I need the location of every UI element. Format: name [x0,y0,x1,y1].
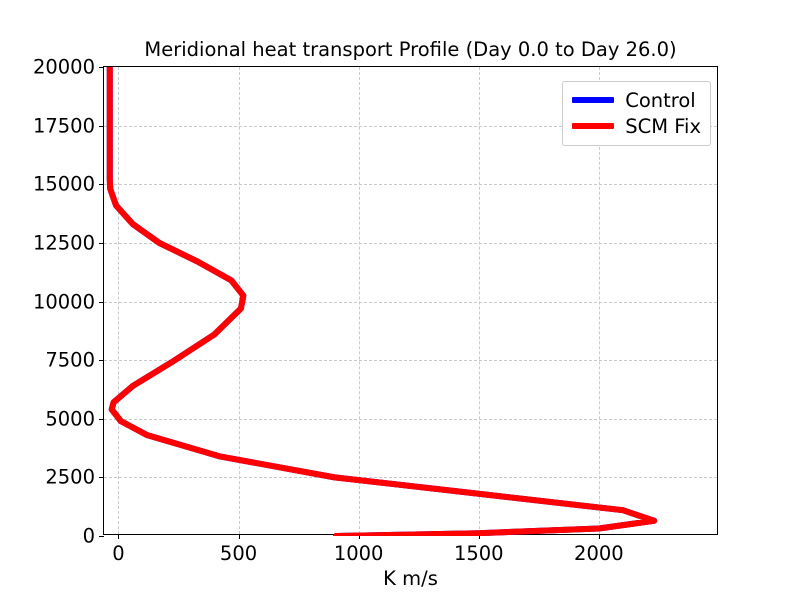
y-tick-label: 7500 [45,348,95,372]
y-tick-label: 10000 [32,290,95,313]
legend[interactable]: Control SCM Fix [562,81,711,146]
x-tick [478,534,480,539]
y-tick-label: 20000 [32,55,95,79]
gridline-vertical [358,67,360,534]
y-tick-label: 12500 [32,231,95,255]
y-tick [99,125,104,127]
y-tick [99,418,104,420]
x-tick [238,534,240,539]
gridline-horizontal [104,125,717,127]
y-tick [99,477,104,479]
x-tick-label: 500 [219,542,258,565]
x-tick [358,534,360,539]
page-title: Meridional heat transport Profile (Day 0… [144,38,677,61]
gridline-horizontal [104,242,717,244]
x-tick-label: 0 [112,542,125,565]
gridline-horizontal [104,477,717,479]
y-tick-label: 2500 [45,465,95,489]
y-tick-label: 5000 [45,407,95,431]
gridline-vertical [478,67,480,534]
gridline-vertical [598,67,600,534]
legend-swatch-control [572,97,615,103]
legend-label-control: Control [625,88,696,112]
x-tick-label: 1500 [453,542,504,565]
gridline-horizontal [104,418,717,420]
y-tick [99,67,104,68]
x-tick-label: 1000 [333,542,384,565]
gridline-horizontal [104,301,717,303]
x-axis-label: K m/s [383,567,438,590]
y-tick [99,301,104,303]
y-tick [99,184,104,186]
y-tick [99,242,104,244]
y-tick-label: 0 [82,524,95,548]
gridline-vertical [238,67,240,534]
legend-swatch-scm-fix [572,123,615,129]
series-line-scm-fix [106,67,658,536]
gridline-horizontal [104,360,717,362]
legend-label-scm-fix: SCM Fix [625,114,701,138]
y-tick [99,360,104,362]
y-tick [99,536,104,537]
legend-item-control[interactable]: Control [572,87,701,113]
plot-area: 0 500 1000 1500 2000 0 2500 5000 7500 10000 12500 1… [33,56,718,565]
gridline-vertical [118,67,120,534]
x-tick [118,534,120,539]
data-lines [106,67,658,536]
y-tick-label: 17500 [32,114,95,138]
x-tick [598,534,600,539]
gridline-horizontal [104,184,717,186]
x-tick-label: 2000 [574,542,624,565]
legend-item-scm-fix[interactable]: SCM Fix [572,113,701,139]
y-tick-label: 15000 [32,172,95,196]
